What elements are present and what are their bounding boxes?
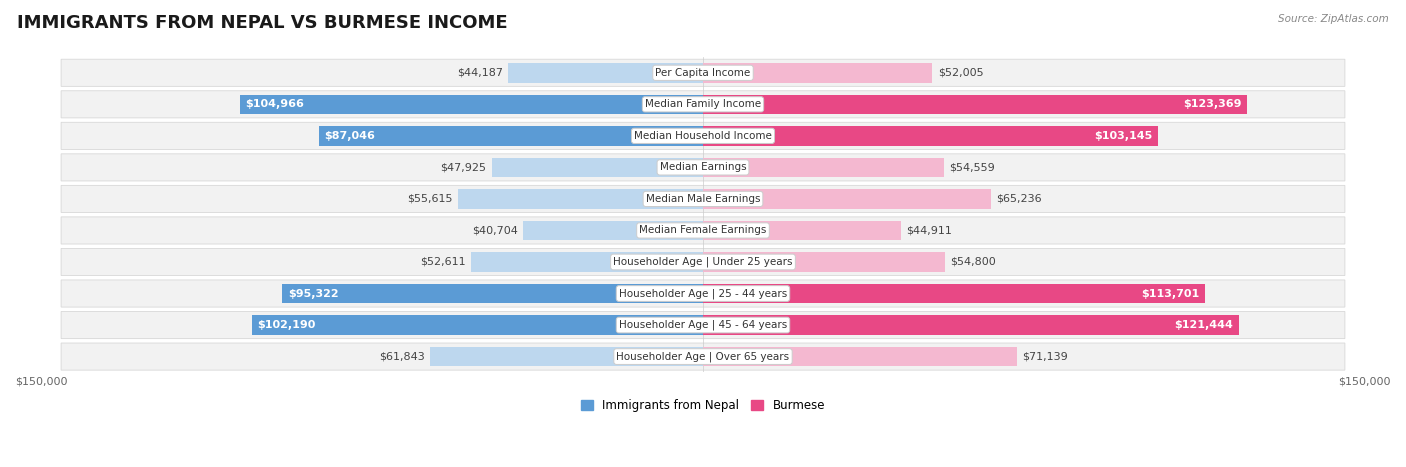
Text: Median Household Income: Median Household Income — [634, 131, 772, 141]
Bar — [492, 158, 703, 177]
Bar — [703, 63, 932, 83]
Text: Median Family Income: Median Family Income — [645, 99, 761, 109]
Bar — [471, 252, 703, 272]
Text: $65,236: $65,236 — [995, 194, 1042, 204]
Text: $71,139: $71,139 — [1022, 352, 1069, 361]
Text: Median Female Earnings: Median Female Earnings — [640, 226, 766, 235]
Bar — [703, 315, 1239, 335]
Text: $95,322: $95,322 — [288, 289, 339, 298]
Bar — [703, 158, 943, 177]
Text: Householder Age | Over 65 years: Householder Age | Over 65 years — [616, 351, 790, 362]
FancyBboxPatch shape — [60, 217, 1346, 244]
Bar — [703, 126, 1159, 146]
Text: Householder Age | 45 - 64 years: Householder Age | 45 - 64 years — [619, 320, 787, 330]
Text: $47,925: $47,925 — [440, 163, 486, 172]
Text: $121,444: $121,444 — [1174, 320, 1233, 330]
FancyBboxPatch shape — [60, 59, 1346, 86]
Text: $52,005: $52,005 — [938, 68, 983, 78]
Bar — [703, 221, 901, 240]
Bar — [457, 189, 703, 209]
Bar — [283, 284, 703, 303]
Text: $123,369: $123,369 — [1184, 99, 1241, 109]
Bar — [319, 126, 703, 146]
Bar — [240, 94, 703, 114]
Text: Source: ZipAtlas.com: Source: ZipAtlas.com — [1278, 14, 1389, 24]
Text: IMMIGRANTS FROM NEPAL VS BURMESE INCOME: IMMIGRANTS FROM NEPAL VS BURMESE INCOME — [17, 14, 508, 32]
Bar — [703, 94, 1247, 114]
Bar — [703, 284, 1205, 303]
FancyBboxPatch shape — [60, 311, 1346, 339]
Text: $54,800: $54,800 — [950, 257, 995, 267]
Text: Householder Age | Under 25 years: Householder Age | Under 25 years — [613, 257, 793, 267]
FancyBboxPatch shape — [60, 280, 1346, 307]
FancyBboxPatch shape — [60, 122, 1346, 149]
Text: Median Male Earnings: Median Male Earnings — [645, 194, 761, 204]
Bar — [523, 221, 703, 240]
Text: $54,559: $54,559 — [949, 163, 994, 172]
FancyBboxPatch shape — [60, 343, 1346, 370]
Text: $40,704: $40,704 — [472, 226, 519, 235]
Bar — [430, 347, 703, 366]
Legend: Immigrants from Nepal, Burmese: Immigrants from Nepal, Burmese — [576, 395, 830, 417]
Text: $44,911: $44,911 — [907, 226, 952, 235]
FancyBboxPatch shape — [60, 91, 1346, 118]
Text: $87,046: $87,046 — [325, 131, 375, 141]
Bar — [508, 63, 703, 83]
Text: $102,190: $102,190 — [257, 320, 316, 330]
FancyBboxPatch shape — [60, 154, 1346, 181]
FancyBboxPatch shape — [60, 248, 1346, 276]
Text: $52,611: $52,611 — [420, 257, 465, 267]
Text: $61,843: $61,843 — [380, 352, 425, 361]
Text: $44,187: $44,187 — [457, 68, 503, 78]
Bar — [703, 252, 945, 272]
Text: $113,701: $113,701 — [1142, 289, 1199, 298]
Bar — [703, 347, 1017, 366]
Bar — [252, 315, 703, 335]
Text: Per Capita Income: Per Capita Income — [655, 68, 751, 78]
Text: $104,966: $104,966 — [245, 99, 304, 109]
FancyBboxPatch shape — [60, 185, 1346, 212]
Text: $55,615: $55,615 — [406, 194, 453, 204]
Text: Householder Age | 25 - 44 years: Householder Age | 25 - 44 years — [619, 288, 787, 299]
Text: Median Earnings: Median Earnings — [659, 163, 747, 172]
Text: $103,145: $103,145 — [1094, 131, 1153, 141]
Bar — [703, 189, 991, 209]
